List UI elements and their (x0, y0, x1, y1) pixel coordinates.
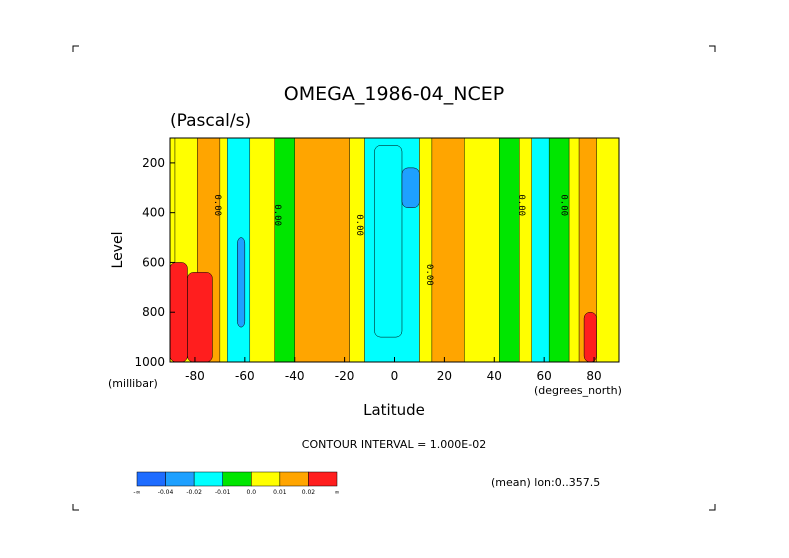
x-tick-label: 40 (487, 369, 502, 383)
y-tick-label: 600 (142, 255, 165, 269)
colorbar-label: 0.0 (247, 489, 257, 496)
x-tick-label: -80 (185, 369, 205, 383)
contour-label: 0.00 (212, 194, 222, 216)
contour-label: 0.00 (354, 214, 364, 236)
contour-label: 0.00 (272, 204, 282, 226)
colorbar-label: -0.01 (215, 489, 231, 496)
contour-label: 0.00 (424, 264, 434, 286)
colorbar-label: 0.02 (302, 489, 316, 496)
field-band (568, 138, 580, 362)
field-band (531, 138, 550, 362)
colorbar-swatch (165, 471, 195, 487)
contour-label: 0.00 (516, 194, 526, 216)
chart-subtitle: (Pascal/s) (170, 111, 251, 131)
colorbar-swatch (308, 471, 338, 487)
field-band (596, 138, 619, 362)
x-tick-label: 60 (537, 369, 552, 383)
colorbar-label: -0.02 (186, 489, 202, 496)
field-band (499, 138, 520, 362)
colorbar-swatch (251, 471, 281, 487)
contour-interval: CONTOUR INTERVAL = 1.000E-02 (302, 438, 486, 451)
y-tick-label: 200 (142, 156, 165, 170)
field-band (249, 138, 275, 362)
x-tick-label: -40 (285, 369, 305, 383)
field-band (294, 138, 350, 362)
x-axis-unit: (degrees_north) (534, 384, 622, 397)
field-band (464, 138, 500, 362)
field-cell (237, 237, 246, 328)
y-tick-label: 800 (142, 305, 165, 319)
heatmap-fill (170, 138, 619, 362)
field-cell (583, 311, 597, 362)
field-band (219, 138, 228, 362)
y-tick-label: 400 (142, 206, 165, 220)
field-cell (374, 145, 403, 338)
field-band (349, 138, 365, 362)
mean-annotation: (mean) lon:0..357.5 (491, 476, 600, 489)
colorbar-label: -∞ (133, 489, 140, 496)
field-band (274, 138, 295, 362)
colorbar-swatch (222, 471, 252, 487)
x-tick-label: 20 (437, 369, 452, 383)
field-band (519, 138, 532, 362)
x-axis: -80 -60 -40 -20 0 20 40 60 80 (185, 357, 602, 383)
colorbar-label: 0.01 (273, 489, 287, 496)
field-cell (187, 272, 213, 362)
x-tick-label: -20 (335, 369, 355, 383)
colorbar: -∞ -0.04 -0.02 -0.01 0.0 0.01 0.02 ∞ (133, 471, 340, 496)
colorbar-swatch (136, 471, 166, 487)
x-axis-label: Latitude (363, 401, 425, 419)
x-tick-label: 0 (391, 369, 399, 383)
y-tick-label: 1000 (134, 355, 165, 369)
x-tick-label: 80 (586, 369, 601, 383)
colorbar-label: -0.04 (158, 489, 174, 496)
chart-title: OMEGA_1986-04_NCEP (284, 83, 504, 105)
contour-labels: 0.00 0.00 0.00 0.00 0.00 0.00 (212, 194, 569, 285)
field-band (431, 138, 465, 362)
y-axis: 200 400 600 800 1000 (134, 156, 175, 369)
y-axis-label: Level (110, 232, 126, 269)
crop-marks (72, 45, 716, 511)
field-cell (401, 167, 420, 208)
contour-label: 0.00 (559, 194, 569, 216)
y-axis-unit: (millibar) (108, 377, 158, 390)
colorbar-swatch (193, 471, 223, 487)
colorbar-label: ∞ (335, 489, 340, 496)
colorbar-swatch (279, 471, 309, 487)
field-band (548, 138, 570, 362)
field-band (419, 138, 433, 362)
x-tick-label: -60 (235, 369, 255, 383)
